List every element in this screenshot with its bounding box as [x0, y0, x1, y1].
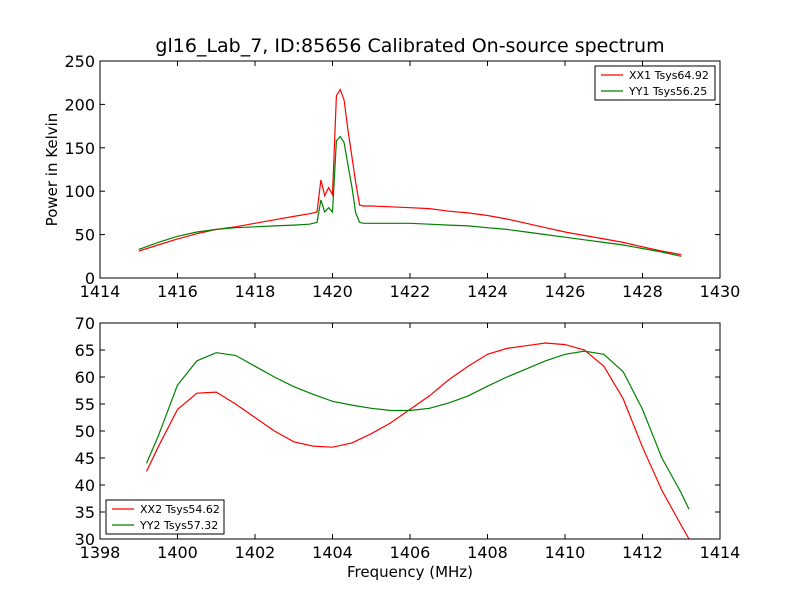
series-line-0-1	[138, 135, 682, 257]
x-tick-label: 1422	[390, 282, 431, 301]
x-tick-label: 1430	[700, 282, 741, 301]
y-tick-label: 40	[75, 476, 95, 495]
x-tick-label: 1402	[235, 543, 276, 562]
legend-entry: XX1 Tsys64.92	[629, 69, 709, 82]
x-tick-label: 1412	[622, 543, 663, 562]
x-tick-label: 1414	[80, 282, 121, 301]
series-line-1-1	[145, 350, 690, 510]
legend-entry: YY1 Tsys56.25	[628, 85, 707, 98]
series-line-0-0	[138, 88, 682, 256]
series-line-1-0	[145, 342, 690, 540]
y-tick-label: 35	[75, 503, 95, 522]
x-axis-label: Frequency (MHz)	[347, 563, 473, 581]
y-tick-label: 30	[75, 530, 95, 549]
x-tick-label: 1406	[390, 543, 431, 562]
bottom-chart-panel: 1398 1400 1402 1404 1406 1408 1410 1412 1414 30 35…	[75, 314, 741, 581]
legend-box	[594, 65, 716, 101]
y-tick-label: 250	[64, 52, 95, 71]
y-tick-label: 0	[85, 269, 95, 288]
x-tick-label: 1404	[312, 543, 353, 562]
x-tick-label: 1418	[235, 282, 276, 301]
y-tick-label: 200	[64, 95, 95, 114]
y-tick-label: 100	[64, 182, 95, 201]
x-tick-label: 1408	[467, 543, 508, 562]
y-tick-label: 50	[75, 226, 95, 245]
legend: XX2 Tsys54.62 YY2 Tsys57.32	[105, 499, 225, 535]
figure-title: gl16_Lab_7, ID:85656 Calibrated On-sourc…	[155, 35, 664, 57]
y-axis-label: Power in Kelvin	[43, 113, 61, 227]
legend: XX1 Tsys64.92 YY1 Tsys56.25	[594, 65, 716, 101]
y-tick-label: 60	[75, 368, 95, 387]
legend-entry: XX2 Tsys54.62	[140, 503, 220, 516]
y-tick-label: 70	[75, 314, 95, 333]
legend-box	[105, 499, 225, 535]
y-tick-label: 45	[75, 449, 95, 468]
top-chart-panel: 1414 1416 1418 1420 1422 1424 1426 1428 1430 0 50 1…	[43, 52, 740, 301]
y-tick-label: 55	[75, 395, 95, 414]
x-tick-label: 1416	[157, 282, 198, 301]
y-tick-label: 50	[75, 422, 95, 441]
x-tick-label: 1414	[700, 543, 741, 562]
x-tick-label: 1400	[157, 543, 198, 562]
y-tick-label: 65	[75, 341, 95, 360]
x-tick-label: 1398	[80, 543, 121, 562]
y-tick-label: 150	[64, 139, 95, 158]
x-tick-label: 1410	[545, 543, 586, 562]
x-tick-label: 1426	[545, 282, 586, 301]
x-tick-label: 1428	[622, 282, 663, 301]
x-tick-label: 1424	[467, 282, 508, 301]
x-tick-label: 1420	[312, 282, 353, 301]
legend-entry: YY2 Tsys57.32	[139, 519, 218, 532]
